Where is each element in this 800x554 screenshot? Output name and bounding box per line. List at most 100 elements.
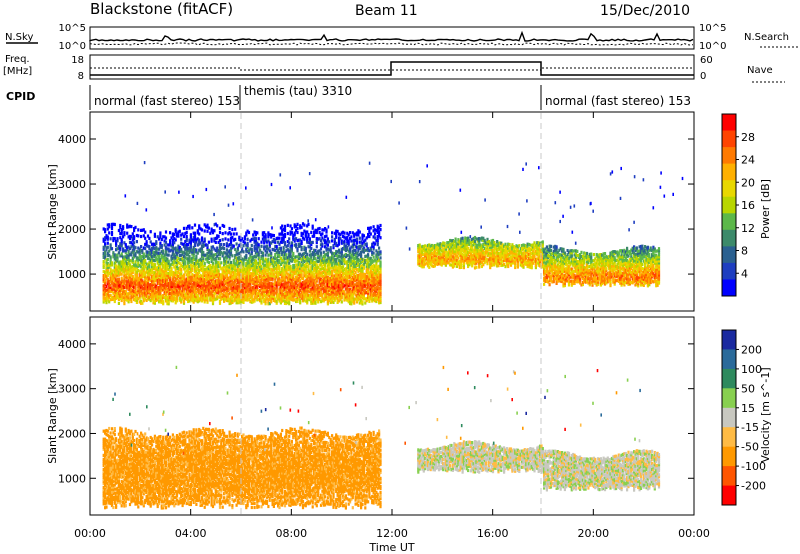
data-cell: [141, 285, 144, 289]
data-cell: [142, 254, 145, 258]
data-cell: [151, 291, 154, 295]
data-cell: [105, 248, 108, 252]
data-cell: [110, 226, 114, 231]
data-cell: [155, 286, 158, 290]
data-cell: [142, 270, 145, 274]
data-cell: [310, 230, 313, 234]
data-cell: [140, 289, 143, 293]
data-cell: [153, 277, 156, 281]
data-cell: [200, 236, 204, 240]
data-cell: [163, 288, 166, 292]
data-cell: [144, 277, 147, 281]
data-cell: [122, 225, 125, 229]
data-cell: [104, 299, 107, 303]
nsky-label: N.Sky: [5, 32, 33, 43]
data-cell: [135, 258, 138, 262]
data-cell: [120, 286, 123, 290]
data-cell: [131, 270, 134, 274]
freq-trace: [90, 61, 694, 76]
data-cell: [110, 271, 114, 275]
data-cell: [296, 230, 299, 235]
data-cell: [153, 265, 156, 269]
data-cell: [126, 296, 129, 300]
data-cell: [137, 291, 140, 295]
data-cell: [120, 254, 123, 258]
data-cell: [119, 232, 122, 236]
data-cell: [137, 285, 140, 289]
data-cell: [151, 248, 154, 252]
data-cell: [123, 255, 126, 259]
data-cell: [162, 283, 165, 288]
data-cell: [119, 290, 122, 294]
data-cell: [144, 259, 147, 263]
freq-tick-hi: 18: [71, 55, 84, 66]
data-cell: [160, 278, 163, 282]
data-cell: [117, 247, 120, 251]
data-cell: [159, 263, 162, 267]
data-cell: [133, 247, 136, 251]
data-cell: [124, 295, 127, 299]
data-cell: [153, 271, 156, 275]
data-cell: [160, 288, 163, 292]
data-cell: [102, 245, 105, 249]
data-cell: [283, 241, 287, 245]
data-cell: [119, 242, 122, 246]
data-cell: [163, 253, 166, 257]
data-cell: [203, 261, 206, 265]
data-cell: [196, 251, 199, 255]
data-cell: [155, 290, 158, 294]
data-cell: [180, 237, 183, 241]
data-cell: [158, 282, 161, 286]
data-cell: [350, 235, 353, 239]
data-cell: [122, 249, 125, 253]
data-cell: [156, 273, 159, 277]
data-cell: [163, 281, 166, 286]
data-cell: [174, 228, 177, 232]
data-cell: [130, 283, 133, 287]
data-cell: [159, 231, 162, 235]
data-cell: [134, 268, 137, 272]
data-cell: [163, 271, 166, 275]
data-cell: [113, 285, 116, 289]
data-cell: [159, 235, 162, 239]
data-cell: [160, 300, 163, 304]
date-title: 15/Dec/2010: [600, 3, 690, 19]
data-cell: [159, 288, 162, 292]
data-cell: [128, 277, 132, 281]
data-cell: [170, 266, 173, 270]
data-cell: [135, 290, 138, 294]
data-cell: [145, 268, 148, 272]
data-cell: [379, 228, 382, 232]
cpid-panel: CPID normal (fast stereo) 153 themis (ta…: [6, 84, 691, 110]
data-cell: [153, 275, 156, 279]
data-cell: [122, 257, 125, 261]
data-cell: [128, 289, 132, 293]
data-cell: [119, 226, 122, 230]
data-cell: [130, 235, 133, 239]
data-cell: [140, 281, 143, 285]
data-cell: [133, 285, 136, 289]
data-cell: [120, 227, 123, 232]
data-cell: [102, 237, 105, 241]
data-cell: [115, 270, 118, 274]
data-cell: [102, 263, 105, 268]
data-cell: [149, 282, 152, 286]
data-cell: [141, 267, 144, 271]
data-cell: [106, 245, 109, 249]
data-cell: [146, 262, 150, 266]
data-cell: [148, 271, 151, 275]
data-cell: [120, 280, 123, 284]
data-cell: [104, 238, 107, 242]
data-cell: [145, 298, 148, 302]
data-cell: [116, 267, 119, 271]
data-cell: [126, 270, 129, 274]
data-cell: [102, 255, 105, 259]
data-cell: [146, 256, 150, 260]
data-cell: [149, 286, 152, 291]
data-cell: [144, 291, 147, 295]
data-cell: [113, 287, 116, 291]
data-cell: [126, 292, 129, 296]
data-cell: [265, 250, 269, 254]
data-cell: [138, 282, 141, 286]
data-cell: [151, 293, 154, 297]
